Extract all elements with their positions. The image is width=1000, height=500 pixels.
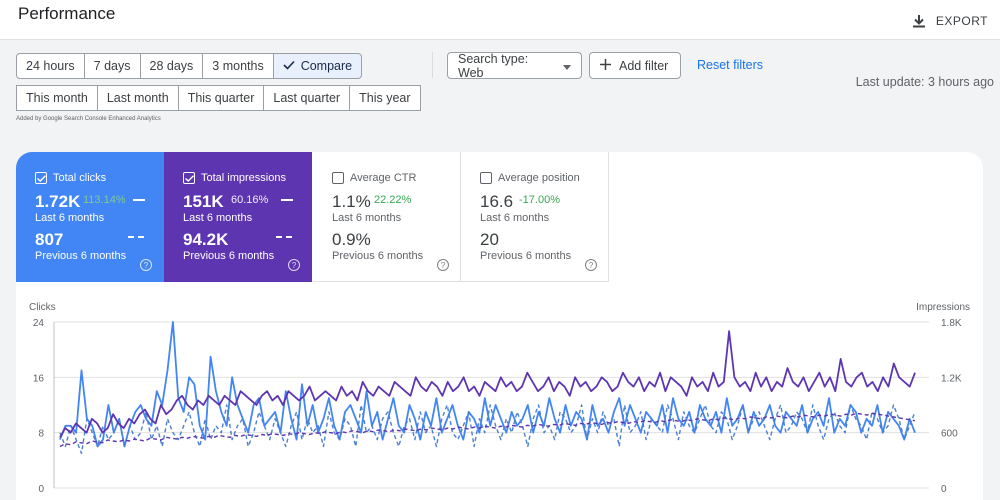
chip-7-days[interactable]: 7 days <box>83 53 141 79</box>
search-type-dropdown[interactable]: Search type: Web <box>447 51 582 80</box>
right-tick-label: 1.8K <box>941 318 962 329</box>
left-tick-label: 8 <box>38 429 44 440</box>
metric-prev-period: Previous 6 months <box>35 250 127 262</box>
chip-this-quarter[interactable]: This quarter <box>177 85 265 111</box>
top-bar: Performance EXPORT <box>0 0 1000 40</box>
dashed-line-legend-icon <box>128 236 144 238</box>
checkbox-unchecked-icon[interactable] <box>480 172 492 184</box>
left-tick-label: 0 <box>38 484 44 495</box>
metric-tile-clicks[interactable]: Total clicks 1.72K 113.14% Last 6 months… <box>16 152 164 282</box>
added-by-note: Added by Google Search Console Enhanced … <box>16 116 161 122</box>
dropdown-arrow-icon <box>563 59 571 73</box>
checkbox-unchecked-icon[interactable] <box>332 172 344 184</box>
metric-tile-impressions[interactable]: Total impressions 151K 60.16% Last 6 mon… <box>164 152 312 282</box>
metric-label: Total impressions <box>201 172 286 184</box>
metric-label: Total clicks <box>53 172 107 184</box>
help-icon[interactable]: ? <box>585 259 597 271</box>
metric-value: 1.1% <box>332 192 371 211</box>
chip-28-days[interactable]: 28 days <box>139 53 204 79</box>
metric-tile-position[interactable]: Average position 16.6 -17.00% Last 6 mon… <box>461 152 609 282</box>
chip-last-month[interactable]: Last month <box>96 85 179 111</box>
search-type-label: Search type: Web <box>458 51 529 80</box>
left-tick-label: 24 <box>33 318 45 329</box>
metric-change: -17.00% <box>519 194 560 206</box>
right-tick-label: 600 <box>941 429 958 440</box>
dashed-line-legend-icon <box>276 236 292 238</box>
metric-period: Last 6 months <box>480 212 550 224</box>
right-tick-label: 0 <box>941 484 947 495</box>
metric-value: 16.6 <box>480 192 514 211</box>
checkbox-checked-icon[interactable] <box>183 172 195 184</box>
metric-period: Last 6 months <box>332 212 402 224</box>
clicks-series-line <box>59 404 916 455</box>
chip-3-months[interactable]: 3 months <box>202 53 274 79</box>
metric-change: 22.22% <box>374 194 412 206</box>
metric-period: Last 6 months <box>183 212 253 224</box>
help-icon[interactable]: ? <box>437 259 449 271</box>
compare-period-chips: This month Last month This quarter Last … <box>16 85 421 111</box>
metric-prev-period: Previous 6 months <box>332 250 424 262</box>
right-axis-title: Impressions <box>916 302 970 313</box>
left-axis-title: Clicks <box>29 302 56 313</box>
chip-last-quarter[interactable]: Last quarter <box>263 85 351 111</box>
help-icon[interactable]: ? <box>288 259 300 271</box>
metric-prev-value: 0.9% <box>332 230 371 249</box>
filter-divider <box>432 52 433 78</box>
metric-prev-value: 94.2K <box>183 230 229 249</box>
chip-this-month[interactable]: This month <box>16 85 98 111</box>
metric-value: 151K <box>183 192 224 211</box>
last-update-text: Last update: 3 hours ago <box>855 75 994 89</box>
metric-label: Average position <box>498 172 580 184</box>
metric-head-position: Average position <box>480 172 580 184</box>
metric-label: Average CTR <box>350 172 417 184</box>
chip-compare-label: Compare <box>300 59 353 73</box>
clicks-series-line <box>59 321 916 448</box>
performance-card: Total clicks 1.72K 113.14% Last 6 months… <box>16 152 983 500</box>
metric-period: Last 6 months <box>35 212 105 224</box>
solid-line-legend-icon <box>133 199 145 201</box>
export-button[interactable]: EXPORT <box>912 14 988 28</box>
right-tick-label: 1.2K <box>941 373 962 384</box>
metric-change: 113.14% <box>83 194 126 206</box>
impressions-series-line <box>59 412 916 448</box>
solid-line-legend-icon <box>281 199 293 201</box>
metric-head-impressions: Total impressions <box>183 172 286 184</box>
metric-prev-value: 807 <box>35 230 64 249</box>
chip-this-year[interactable]: This year <box>349 85 421 111</box>
metric-value: 1.72K <box>35 192 81 211</box>
plus-icon <box>600 58 611 73</box>
add-filter-button[interactable]: Add filter <box>589 52 681 79</box>
chip-compare[interactable]: Compare <box>272 53 363 79</box>
add-filter-label: Add filter <box>619 58 669 73</box>
metric-head-ctr: Average CTR <box>332 172 416 184</box>
metric-tile-ctr[interactable]: Average CTR 1.1% 22.22% Last 6 months 0.… <box>313 152 461 282</box>
performance-chart: 24 1.8K 16 1.2K 8 600 0 0 <box>33 318 962 495</box>
export-label: EXPORT <box>935 14 988 28</box>
date-range-chips: 24 hours 7 days 28 days 3 months Compare <box>16 53 363 79</box>
check-icon <box>283 54 295 78</box>
reset-filters-link[interactable]: Reset filters <box>697 58 763 72</box>
metric-head-clicks: Total clicks <box>35 172 106 184</box>
metric-prev-value: 20 <box>480 230 499 249</box>
chip-24-hours[interactable]: 24 hours <box>16 53 85 79</box>
checkbox-checked-icon[interactable] <box>35 172 47 184</box>
metric-change: 60.16% <box>231 194 269 206</box>
metric-prev-period: Previous 6 months <box>480 250 572 262</box>
metric-prev-period: Previous 6 months <box>183 250 275 262</box>
left-tick-label: 16 <box>33 373 45 384</box>
help-icon[interactable]: ? <box>140 259 152 271</box>
download-icon <box>912 14 926 28</box>
page-title: Performance <box>18 4 116 23</box>
impressions-series-line <box>59 330 916 438</box>
